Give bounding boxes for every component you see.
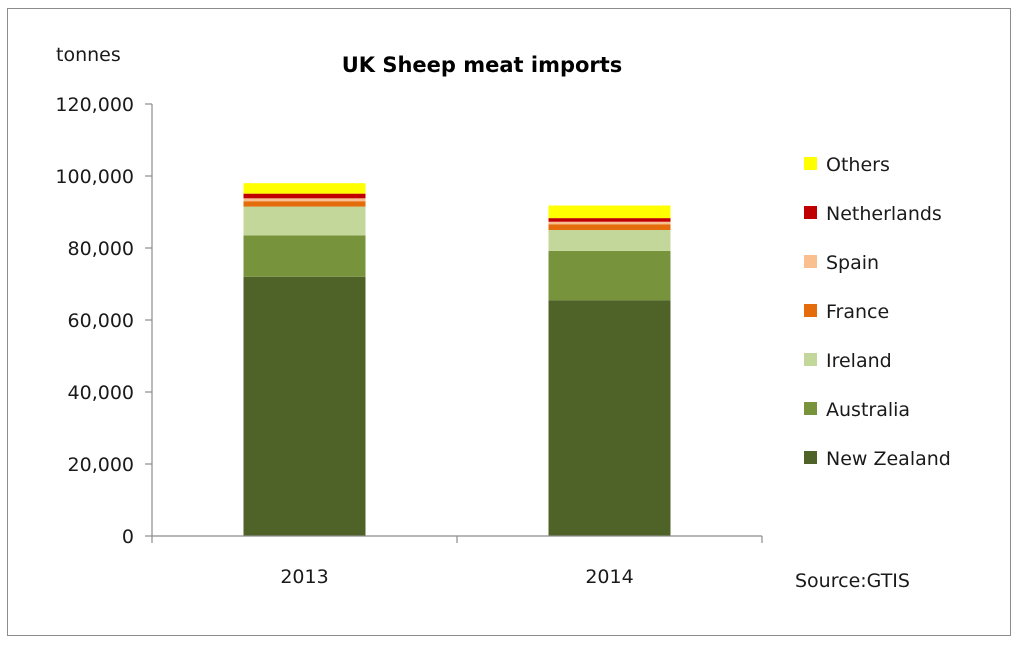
legend-label-spain: Spain [826,252,879,274]
y-axis-label: tonnes [56,44,121,66]
legend-label-new-zealand: New Zealand [826,448,951,470]
x-tick-label: 2013 [280,566,328,588]
bar-netherlands-2014 [548,218,671,222]
y-tick-label: 0 [122,526,134,548]
legend-label-australia: Australia [826,399,910,421]
bars-group [243,183,671,536]
y-tick-label: 100,000 [55,166,134,188]
y-tick-label: 60,000 [68,310,134,332]
bar-spain-2014 [548,221,671,225]
legend-swatch-others [804,157,817,170]
legend-label-netherlands: Netherlands [826,203,942,225]
bar-others-2014 [548,205,671,219]
bar-australia-2013 [243,235,366,277]
legend-label-ireland: Ireland [826,350,892,372]
source-note: Source:GTIS [795,570,910,592]
legend: Others Netherlands Spain France Ireland Austr… [804,154,951,470]
bar-new-zealand-2014 [548,300,671,536]
bar-others-2013 [243,183,366,194]
legend-label-france: France [826,301,889,323]
y-tick-label: 80,000 [68,238,134,260]
legend-swatch-new-zealand [804,451,817,464]
axes-group: 0 20,000 40,000 60,000 80,000 100,000 120,000 2… [55,94,763,588]
y-tick-label: 20,000 [68,454,134,476]
bar-ireland-2013 [243,206,366,236]
y-tick-label: 120,000 [55,94,134,116]
bar-france-2014 [548,224,671,230]
y-tick-label: 40,000 [68,382,134,404]
bar-france-2013 [243,201,366,207]
chart-frame [7,8,1011,636]
legend-swatch-france [804,304,817,317]
legend-swatch-spain [804,255,817,268]
bar-ireland-2014 [548,230,671,251]
bar-netherlands-2013 [243,193,366,199]
legend-swatch-australia [804,402,817,415]
legend-swatch-netherlands [804,206,817,219]
legend-swatch-ireland [804,353,817,366]
bar-australia-2014 [548,250,671,301]
bar-spain-2013 [243,198,366,202]
x-tick-label: 2014 [585,566,633,588]
legend-label-others: Others [826,154,890,176]
chart-title: UK Sheep meat imports [342,53,623,77]
bar-new-zealand-2013 [243,276,366,536]
